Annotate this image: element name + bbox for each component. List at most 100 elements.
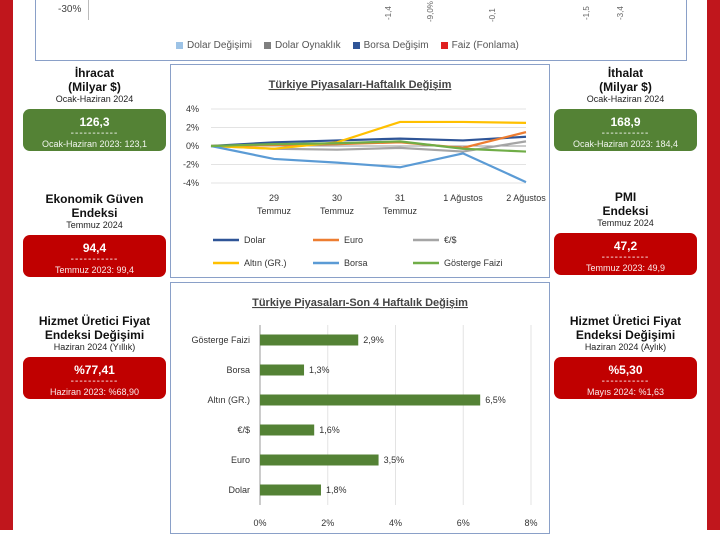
line-chart-y-tick: 2% (186, 123, 199, 133)
hizmet-aylik-panel: Hizmet Üretici Fiyat Endeksi Değişimi Ha… (553, 314, 698, 399)
legend-item-borsa-degisim: Borsa Değişim (352, 40, 429, 51)
legend-swatch (352, 42, 360, 49)
top-chart-panel: -30% -1,4 -9,0% -0,1 -1,5 -3,4 Dolar Değ… (35, 0, 687, 61)
panel-subtitle: (Milyar $) (68, 80, 121, 94)
panel-title: Hizmet Üretici Fiyat (38, 314, 151, 328)
legend-item-dolar-degisimi: Dolar Değişimi (176, 40, 252, 51)
bar-euro (260, 454, 379, 466)
kpi-previous: Temmuz 2023: 99,4 (54, 265, 135, 275)
bar-data-label: 2,9% (363, 335, 384, 345)
top-chart-legend: Dolar Değişimi Dolar Oynaklık Borsa Deği… (176, 40, 519, 51)
top-value-label: -1,4 (384, 6, 393, 20)
kpi-divider: ----------- (601, 376, 650, 387)
kpi-divider: ----------- (70, 254, 119, 265)
bar-data-label: 6,5% (485, 395, 506, 405)
legend-item-faiz: Faiz (Fonlama) (440, 40, 519, 51)
line-legend-label: Altın (GR.) (244, 258, 287, 268)
kpi-value: 126,3 (79, 115, 110, 129)
panel-subtitle: Endeksi (602, 204, 649, 218)
kpi-value: 94,4 (82, 241, 107, 255)
panel-period: Haziran 2024 (Aylık) (584, 342, 667, 352)
kpi-box: 168,9 ----------- Ocak-Haziran 2023: 184… (554, 109, 697, 151)
ekonomik-guven-panel: Ekonomik Güven Endeksi Temmuz 2024 94,4 … (22, 192, 167, 277)
line-series-alt-n-gr- (210, 120, 527, 150)
legend-label: Dolar Değişimi (187, 40, 253, 51)
bar-chart-x-tick: 2% (321, 518, 334, 528)
top-value-label: -9,0% (426, 1, 435, 22)
bar-chart-title: Türkiye Piyasaları-Son 4 Haftalık Değişi… (252, 297, 468, 309)
bar-chart-category: Gösterge Faizi (191, 335, 250, 345)
panel-title: Ekonomik Güven (45, 192, 144, 206)
kpi-box: 94,4 ----------- Temmuz 2023: 99,4 (23, 235, 166, 277)
bar-g-sterge-faizi (260, 334, 359, 346)
kpi-divider: ----------- (601, 252, 650, 263)
legend-label: Borsa Değişim (363, 40, 429, 51)
bar-data-label: 3,5% (384, 455, 405, 465)
line-chart-y-tick: -4% (183, 178, 199, 188)
line-series-dolar (210, 135, 527, 148)
panel-period: Temmuz 2024 (597, 218, 654, 228)
top-chart-axis (88, 0, 89, 20)
hizmet-yillik-panel: Hizmet Üretici Fiyat Endeksi Değişimi Ha… (22, 314, 167, 399)
bar-data-label: 1,3% (309, 365, 330, 375)
panel-title: Hizmet Üretici Fiyat (569, 314, 682, 328)
kpi-box: 47,2 ----------- Temmuz 2023: 49,9 (554, 233, 697, 275)
line-series-borsa (210, 144, 527, 184)
line-chart-y-tick: 0% (186, 141, 199, 151)
line-chart-x-tick: 31 (395, 193, 405, 203)
line-chart-x-tick: Temmuz (383, 206, 418, 216)
left-red-frame (0, 0, 13, 530)
bar-chart-category: €/$ (237, 425, 250, 435)
line-chart-x-tick: Temmuz (257, 206, 292, 216)
line-legend-label: Dolar (244, 235, 266, 245)
bar-chart-category: Dolar (228, 485, 250, 495)
bar-borsa (260, 364, 305, 376)
bar-chart-x-tick: 6% (457, 518, 470, 528)
panel-subtitle: (Milyar $) (599, 80, 652, 94)
panel-title: PMI (614, 190, 637, 204)
panel-subtitle: Endeksi Değişimi (575, 328, 676, 342)
line-chart-y-tick: -2% (183, 160, 199, 170)
line-chart-x-tick: 30 (332, 193, 342, 203)
kpi-previous: Temmuz 2023: 49,9 (585, 263, 666, 273)
kpi-divider: ----------- (70, 128, 119, 139)
kpi-box: %5,30 ----------- Mayıs 2024: %1,63 (554, 357, 697, 399)
legend-swatch (440, 42, 448, 49)
line-series-g-sterge-faizi (210, 140, 527, 153)
bar-chart-x-tick: 0% (253, 518, 266, 528)
line-legend-label: €/$ (444, 235, 457, 245)
top-value-label: -1,5 (582, 6, 591, 20)
ihracat-panel: İhracat (Milyar $) Ocak-Haziran 2024 126… (22, 66, 167, 151)
bar-chart-x-tick: 8% (524, 518, 537, 528)
panel-subtitle: Endeksi Değişimi (44, 328, 145, 342)
legend-item-dolar-oynaklik: Dolar Oynaklık (264, 40, 341, 51)
right-red-frame (707, 0, 720, 530)
bar-chart-category: Borsa (226, 365, 250, 375)
weekly-change-chart: Türkiye Piyasaları-Haftalık Değişim 4% 2%… (183, 79, 546, 268)
ithalat-panel: İthalat (Milyar $) Ocak-Haziran 2024 168… (553, 66, 698, 151)
bar-chart-category: Altın (GR.) (207, 395, 250, 405)
legend-swatch (176, 42, 183, 49)
four-week-change-chart-panel: Türkiye Piyasaları-Son 4 Haftalık Değişi… (170, 282, 550, 534)
bar-chart-category: Euro (231, 455, 250, 465)
kpi-divider: ----------- (601, 128, 650, 139)
kpi-value: 47,2 (613, 239, 638, 253)
line-chart-y-tick: 4% (186, 104, 199, 114)
weekly-change-chart-panel: Türkiye Piyasaları-Haftalık Değişim 4% 2%… (170, 64, 550, 278)
top-value-label: -3,4 (616, 6, 625, 20)
kpi-value: 168,9 (610, 115, 641, 129)
line-chart-x-tick: 2 Ağustos (506, 193, 546, 203)
legend-swatch (264, 42, 272, 49)
panel-title: İhracat (74, 66, 115, 80)
kpi-previous: Mayıs 2024: %1,63 (586, 387, 665, 397)
panel-subtitle: Endeksi (71, 206, 118, 220)
four-week-change-chart: Türkiye Piyasaları-Son 4 Haftalık Değişi… (191, 297, 537, 528)
top-value-label: -0,1 (488, 8, 497, 22)
kpi-previous: Haziran 2023: %68,90 (49, 387, 140, 397)
bar-chart-x-tick: 4% (389, 518, 402, 528)
panel-period: Temmuz 2024 (66, 220, 123, 230)
bar-data-label: 1,8% (326, 485, 347, 495)
panel-period: Ocak-Haziran 2024 (586, 94, 665, 104)
bar-data-label: 1,6% (319, 425, 340, 435)
kpi-previous: Ocak-Haziran 2023: 123,1 (41, 139, 148, 149)
